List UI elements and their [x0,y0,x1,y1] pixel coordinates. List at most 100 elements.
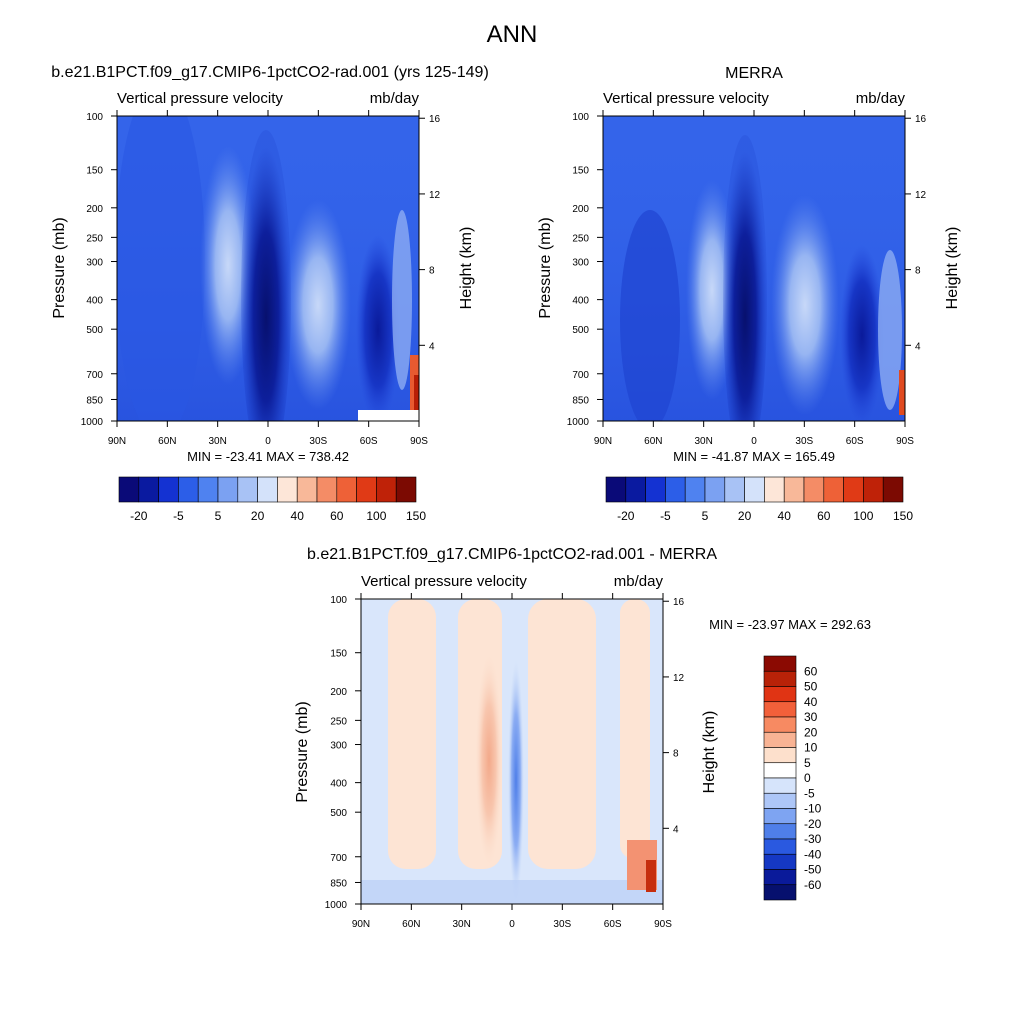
panel-merra: MERRA Vertical pressure velocity mb/day … [537,65,961,523]
y2-tick-label: 12 [673,673,685,684]
y-tick-label: 150 [330,649,347,660]
y-axis-label: Pressure (mb) [294,701,311,802]
variable-label: Vertical pressure velocity [603,90,769,107]
y-tick-label: 500 [572,325,589,336]
colorbar-swatch [237,476,258,503]
colorbar-label: 0 [804,771,811,785]
y2-tick-label: 8 [915,266,921,277]
colorbar-label: 100 [853,509,873,523]
y-tick-label: 300 [86,258,103,269]
x-tick-label: 90N [352,919,370,930]
colorbar-swatch [863,476,884,503]
field-band-nh-polar [620,210,680,421]
x-tick-label: 30N [694,436,712,447]
variable-label: Vertical pressure velocity [117,90,283,107]
field-band-polar-light [878,250,902,410]
colorbar-label: 40 [291,509,305,523]
colorbar-swatch [356,476,377,503]
y2-tick-label: 12 [915,190,927,201]
units-label: mb/day [614,573,664,590]
colorbar-swatch [882,476,904,503]
y-tick-label: 850 [330,878,347,889]
colorbar-label: 20 [804,725,818,739]
colorbar-label: -20 [617,509,635,523]
colorbar-swatch [257,476,278,503]
y-tick-label: 700 [86,370,103,381]
y2-tick-label: 4 [673,824,679,835]
colorbar-swatch [763,823,797,840]
y-tick-label: 400 [572,296,589,307]
field-positive-max [646,860,656,892]
y2-tick-label: 16 [673,597,685,608]
colorbar-swatch [763,777,797,794]
field-band-nh-subtropic [117,116,205,421]
y-tick-label: 150 [572,166,589,177]
field-band-equator-negative [508,660,524,900]
colorbar-swatch [823,476,844,503]
y2-axis-label: Height (km) [944,227,961,310]
colorbar-swatch [763,686,797,703]
colorbar-swatch [645,476,666,503]
axes: 100 150 200 250 300 400 500 700 850 1000 90N 60N 30N… [81,110,441,447]
x-tick-label: 90N [108,436,126,447]
colorbar-label: -20 [804,817,822,831]
y-tick-label: 300 [572,258,589,269]
y-tick-label: 200 [572,204,589,215]
y-tick-label: 250 [330,716,347,727]
y-tick-label: 500 [86,325,103,336]
colorbar-label: -30 [804,832,822,846]
colorbar-swatch [376,476,397,503]
y-tick-label: 850 [86,395,103,406]
colorbar: -20 -5 5 20 40 60 100 150 [605,476,913,523]
min-max-stats: MIN = -41.87 MAX = 165.49 [673,449,835,464]
y2-tick-label: 8 [429,266,435,277]
y-axis-label: Pressure (mb) [537,217,554,318]
axes: 100 150 200 250 300 400 500 700 850 1000 90N 60N 30N… [567,110,927,447]
y2-tick-label: 8 [673,749,679,760]
y-tick-label: 700 [330,853,347,864]
colorbar-swatch [316,476,338,503]
colorbar-label: -5 [173,509,184,523]
colorbar-swatch [118,476,140,503]
colorbar-swatch [763,747,797,764]
colorbar-label: -40 [804,847,822,861]
colorbar-label: -20 [130,509,148,523]
field-surface-negative [361,880,663,904]
field-band-nh-subtropic-max [475,650,503,870]
colorbar-swatch [763,808,797,825]
x-tick-label: 90S [896,436,914,447]
colorbar-swatch [744,476,765,503]
colorbar: -20 -5 5 20 40 60 100 150 [118,476,426,523]
field-positive-max [414,375,419,410]
axes: 100 150 200 250 300 400 500 700 850 1000 90N 60N 30N… [325,593,685,930]
colorbar-swatch [763,792,797,809]
field-band-sh-positive [528,599,596,869]
variable-label: Vertical pressure velocity [361,573,527,590]
y-tick-label: 1000 [81,417,104,428]
y-tick-label: 100 [572,112,589,123]
colorbar-label: -60 [804,878,822,892]
colorbar-label: 10 [804,741,818,755]
x-tick-label: 30N [208,436,226,447]
x-tick-label: 0 [509,919,515,930]
x-tick-label: 90N [594,436,612,447]
y2-tick-label: 16 [915,114,927,125]
colorbar-swatch [763,731,797,748]
colorbar-swatch [763,701,797,718]
colorbar-swatch [763,670,797,687]
x-tick-label: 60N [158,436,176,447]
colorbar-swatch [336,476,357,503]
field-band-sh-storm-track [840,245,884,421]
field-band-nh-polar-positive [388,599,436,869]
y2-tick-label: 16 [429,114,441,125]
colorbar-label: 40 [778,509,792,523]
y-tick-label: 300 [330,741,347,752]
units-label: mb/day [856,90,906,107]
colorbar-swatch [296,476,318,503]
colorbar-swatch [803,476,825,503]
colorbar-label: 20 [738,509,752,523]
colorbar-swatch [704,476,726,503]
y-tick-label: 850 [572,395,589,406]
